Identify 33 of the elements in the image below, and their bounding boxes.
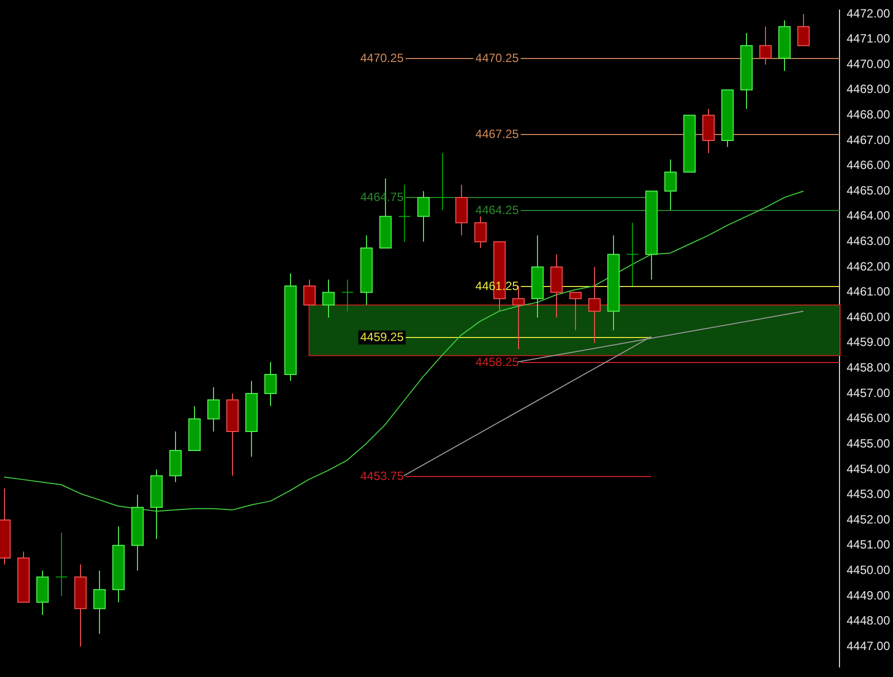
ref-line-label: 4459.25 bbox=[360, 330, 404, 344]
ref-line-label: 4458.25 bbox=[475, 354, 520, 369]
y-tick-label: 4469.00 bbox=[846, 82, 890, 96]
ref-line-label: 4464.25 bbox=[475, 202, 520, 217]
y-tick-label: 4456.00 bbox=[846, 411, 890, 426]
y-tick-label: 4451.00 bbox=[846, 538, 890, 552]
y-tick-label: 4449.00 bbox=[846, 588, 890, 602]
y-tick-label: 4458.00 bbox=[846, 360, 890, 375]
ref-line-label: 4467.25 bbox=[475, 126, 520, 141]
ref-line-label: 4470.25 bbox=[360, 50, 404, 65]
annotation: 4470.25 bbox=[475, 50, 520, 65]
y-tick-label: 4447.00 bbox=[846, 638, 890, 653]
y-tick-label: 4457.00 bbox=[846, 386, 890, 400]
y-tick-label: 4466.00 bbox=[846, 158, 890, 172]
y-tick-label: 4453.00 bbox=[846, 487, 890, 502]
y-tick-label: 4472.00 bbox=[846, 6, 890, 20]
y-tick-label: 4464.00 bbox=[846, 208, 890, 223]
y-tick-label: 4450.00 bbox=[846, 562, 890, 577]
y-tick-label: 4461.00 bbox=[846, 284, 890, 299]
y-tick-label: 4470.00 bbox=[846, 56, 890, 71]
y-tick-label: 4471.00 bbox=[846, 32, 890, 46]
y-tick-label: 4468.00 bbox=[846, 108, 890, 122]
y-tick-label: 4467.00 bbox=[846, 132, 890, 147]
y-tick-label: 4465.00 bbox=[846, 183, 890, 198]
ref-line-label: 4453.75 bbox=[360, 468, 404, 483]
y-tick-label: 4462.00 bbox=[846, 259, 890, 274]
y-tick-label: 4454.00 bbox=[846, 462, 890, 476]
y-tick-label: 4455.00 bbox=[846, 436, 890, 450]
y-tick-label: 4459.00 bbox=[846, 335, 890, 350]
y-tick-label: 4463.00 bbox=[846, 234, 890, 248]
y-tick-label: 4452.00 bbox=[846, 512, 890, 526]
y-tick-label: 4460.00 bbox=[846, 310, 890, 324]
y-tick-label: 4448.00 bbox=[846, 614, 890, 628]
